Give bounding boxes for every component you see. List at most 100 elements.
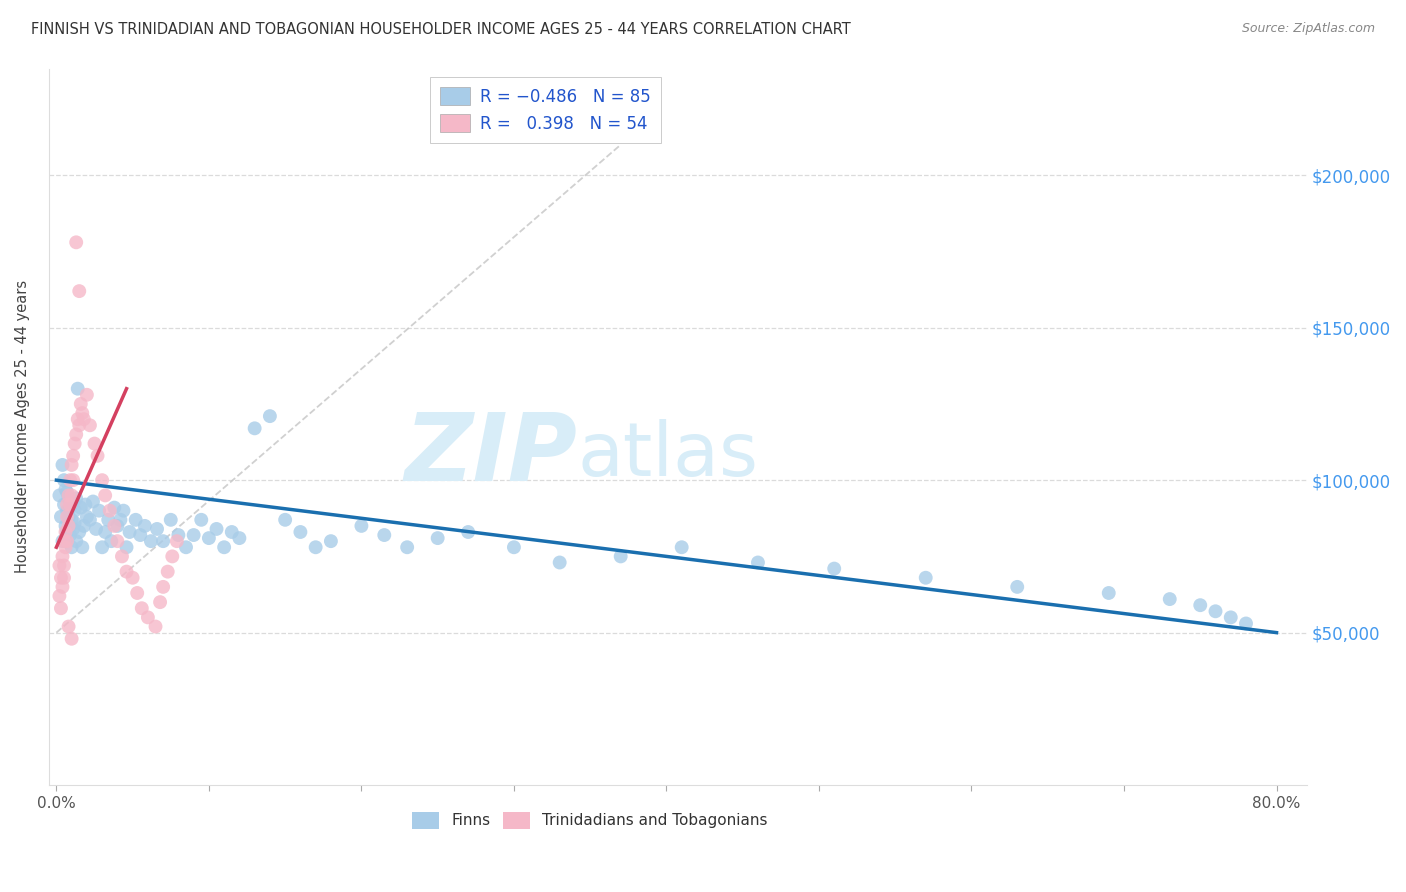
Point — [82, 494, 104, 508]
Point — [118, 524, 141, 539]
Point — [152, 534, 174, 549]
Point — [60, 488, 83, 502]
Point — [86, 449, 108, 463]
Point — [55, 483, 77, 497]
Point — [91, 541, 114, 555]
Point — [56, 485, 79, 500]
Point — [62, 449, 84, 463]
Y-axis label: Householder Income Ages 25 - 44 years: Householder Income Ages 25 - 44 years — [15, 280, 30, 574]
Point — [73, 519, 96, 533]
Point — [1098, 586, 1121, 600]
Point — [58, 488, 80, 502]
Point — [1234, 616, 1257, 631]
Point — [83, 436, 105, 450]
Point — [87, 503, 110, 517]
Point — [105, 519, 128, 533]
Point — [609, 549, 631, 564]
Point — [457, 524, 479, 539]
Point — [97, 513, 120, 527]
Point — [51, 534, 73, 549]
Point — [58, 619, 80, 633]
Point — [66, 382, 89, 396]
Point — [48, 558, 70, 573]
Point — [1219, 610, 1241, 624]
Point — [212, 541, 235, 555]
Point — [91, 473, 114, 487]
Point — [1005, 580, 1028, 594]
Point — [60, 632, 83, 646]
Point — [121, 571, 143, 585]
Point — [274, 513, 297, 527]
Point — [94, 488, 117, 502]
Point — [823, 561, 845, 575]
Point — [56, 534, 79, 549]
Point — [159, 513, 181, 527]
Point — [152, 580, 174, 594]
Point — [1159, 592, 1181, 607]
Point — [51, 458, 73, 472]
Point — [65, 235, 87, 250]
Point — [243, 421, 266, 435]
Point — [53, 473, 76, 487]
Point — [60, 513, 83, 527]
Point — [396, 541, 419, 555]
Point — [205, 522, 228, 536]
Point — [125, 513, 148, 527]
Point — [100, 534, 122, 549]
Point — [56, 524, 79, 539]
Point — [65, 491, 87, 506]
Point — [98, 503, 121, 517]
Point — [146, 522, 169, 536]
Point — [55, 541, 77, 555]
Point — [112, 503, 135, 517]
Point — [67, 524, 90, 539]
Point — [58, 519, 80, 533]
Point — [55, 524, 77, 539]
Point — [66, 412, 89, 426]
Point — [56, 509, 79, 524]
Point — [319, 534, 342, 549]
Point — [48, 589, 70, 603]
Point — [156, 565, 179, 579]
Point — [56, 498, 79, 512]
Point — [51, 549, 73, 564]
Point — [373, 528, 395, 542]
Point — [48, 488, 70, 502]
Point — [65, 534, 87, 549]
Point — [65, 427, 87, 442]
Point — [162, 549, 184, 564]
Point — [1205, 604, 1227, 618]
Point — [49, 571, 72, 585]
Point — [58, 509, 80, 524]
Point — [73, 412, 96, 426]
Point — [63, 516, 86, 530]
Point — [53, 498, 76, 512]
Point — [75, 498, 97, 512]
Text: atlas: atlas — [578, 419, 758, 492]
Point — [63, 436, 86, 450]
Point — [51, 580, 73, 594]
Point — [350, 519, 373, 533]
Point — [59, 528, 82, 542]
Point — [94, 524, 117, 539]
Point — [115, 565, 138, 579]
Point — [127, 586, 149, 600]
Point — [139, 534, 162, 549]
Point — [290, 524, 312, 539]
Point — [136, 610, 159, 624]
Point — [84, 522, 107, 536]
Point — [79, 418, 101, 433]
Point — [62, 473, 84, 487]
Point — [53, 558, 76, 573]
Point — [59, 473, 82, 487]
Point — [76, 509, 98, 524]
Point — [60, 458, 83, 472]
Text: ZIP: ZIP — [405, 409, 578, 501]
Point — [58, 491, 80, 506]
Point — [69, 397, 91, 411]
Point — [131, 601, 153, 615]
Point — [62, 494, 84, 508]
Point — [49, 601, 72, 615]
Point — [62, 522, 84, 536]
Point — [72, 406, 94, 420]
